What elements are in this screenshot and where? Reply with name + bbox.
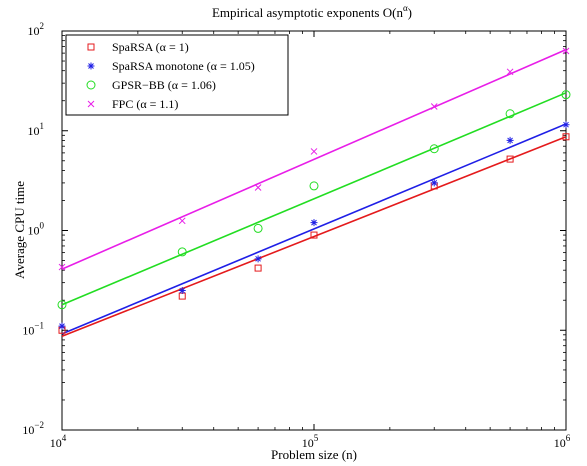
data-point-series-2 [562,121,570,129]
data-point-series-1 [310,231,318,239]
data-point-series-2 [506,136,514,144]
legend-label: GPSR−BB (α = 1.06) [112,78,216,92]
axis-ticks: 104 105 106 10−2 10−1 100 101 102 [22,21,570,450]
data-point-series-4 [178,217,186,225]
data-point-series-2 [58,322,66,330]
legend-marker [86,80,96,90]
data-point-series-3 [253,223,263,233]
legend-marker [87,62,95,70]
legend-label: SpaRSA monotone (α = 1.05) [112,59,255,73]
data-point-series-2 [430,179,438,187]
x-tick-label: 106 [554,433,571,450]
data-point-series-1 [254,264,262,272]
legend-label: SpaRSA (α = 1) [112,40,189,54]
y-tick-label: 101 [28,121,45,138]
x-tick-label: 105 [302,433,319,450]
x-axis-label: Problem size (n) [271,447,357,462]
y-tick-label: 100 [28,221,45,238]
y-tick-label: 10−2 [22,420,44,437]
y-tick-label: 102 [28,21,45,38]
data-point-series-4 [310,148,318,155]
data-point-series-2 [254,255,262,263]
data-point-series-4 [430,103,438,110]
legend-marker [87,43,95,51]
data-point-series-3 [429,144,439,154]
fit-line-series-4 [61,48,567,270]
data-point-series-1 [562,133,570,141]
fit-line-series-3 [61,92,567,306]
fit-line-series-1 [61,136,567,338]
legend-marker [87,100,95,108]
data-point-series-3 [57,300,67,310]
y-axis-label: Average CPU time [12,181,27,279]
legend-box [65,34,289,116]
data-point-series-4 [58,263,66,271]
data-point-series-2 [310,219,318,227]
data-point-series-1 [506,155,514,163]
data-point-series-4 [506,68,514,76]
data-markers [57,47,571,334]
fit-line-series-2 [61,123,567,335]
fit-lines [61,48,567,338]
data-point-series-3 [505,109,515,119]
data-point-series-3 [561,90,571,100]
data-point-series-4 [562,47,570,55]
y-tick-label: 10−1 [22,320,44,337]
chart-title: Empirical asymptotic exponents O(nα) [212,3,412,20]
legend-label: FPC (α = 1.1) [112,97,178,111]
data-point-series-4 [254,184,262,191]
legend: SpaRSA (α = 1) SpaRSA monotone (α = 1.05)… [65,34,289,116]
data-point-series-3 [177,247,187,257]
data-point-series-2 [178,287,186,295]
data-point-series-3 [309,181,319,191]
x-tick-label: 104 [50,433,67,450]
